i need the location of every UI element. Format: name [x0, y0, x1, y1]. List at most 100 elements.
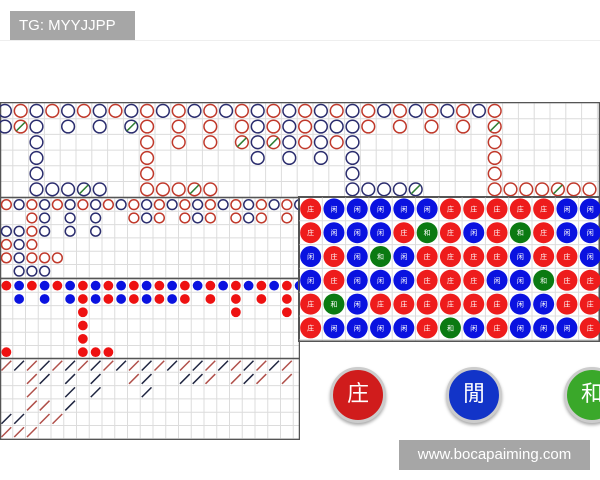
- banker-ring-mark: [298, 119, 313, 134]
- banker-slash-mark: [39, 413, 51, 425]
- bead-player: [393, 246, 415, 267]
- banker-slash-mark: [39, 400, 51, 411]
- player-ring-mark: [64, 212, 76, 224]
- player-ring-mark: [313, 135, 328, 150]
- player-ring-mark: [92, 182, 107, 197]
- bead-label: 庄: [587, 300, 594, 309]
- player-ring-mark: [29, 103, 44, 118]
- banker-ring-mark: [255, 199, 267, 211]
- bead-player: [323, 317, 345, 339]
- banker-ring-mark: [140, 135, 155, 150]
- bead-label: 庄: [540, 228, 547, 237]
- player-ring-mark: [141, 199, 153, 211]
- banker-ring-mark: [128, 212, 140, 224]
- player-ring-mark: [0, 225, 12, 237]
- banker-ring-mark: [456, 103, 471, 118]
- bead-player: [346, 293, 368, 315]
- banker-ring-mark: [45, 103, 60, 118]
- bead-label: 庄: [563, 276, 570, 285]
- bead-label: 闲: [494, 276, 501, 285]
- banker-ring-mark: [204, 212, 216, 224]
- banker-dot-mark: [154, 280, 165, 291]
- bead-label: 闲: [377, 228, 384, 237]
- tie-slash-mark: [236, 137, 247, 148]
- bead-banker: [579, 269, 600, 291]
- banker-ring-mark: [13, 103, 28, 118]
- banker-ring-mark: [234, 103, 249, 118]
- bead-tie: [370, 246, 392, 267]
- player-dot-mark: [90, 294, 101, 304]
- banker-ring-mark: [329, 135, 344, 150]
- bead-banker: [556, 269, 578, 291]
- player-ring-mark: [166, 199, 178, 211]
- bead-player: [579, 222, 600, 244]
- banker-button[interactable]: 庄: [330, 367, 386, 423]
- player-ring-mark: [217, 199, 229, 211]
- bead-player: [509, 269, 531, 291]
- player-slash-mark: [90, 373, 102, 385]
- bead-label: 闲: [377, 204, 384, 213]
- player-ring-mark: [90, 225, 102, 237]
- banker-ring-mark: [298, 103, 313, 118]
- bead-label: 闲: [400, 204, 407, 213]
- bead-label: 和: [447, 323, 454, 332]
- banker-dot-mark: [90, 347, 101, 358]
- player-slash-mark: [90, 386, 102, 398]
- bead-label: 闲: [517, 252, 524, 261]
- bead-player: [509, 293, 531, 315]
- bead-player: [509, 246, 531, 267]
- player-slash-mark: [64, 386, 76, 398]
- banker-dot-mark: [180, 280, 190, 291]
- tie-slash-mark: [489, 121, 500, 132]
- player-slash-mark: [13, 360, 25, 372]
- player-dot-mark: [141, 280, 152, 291]
- banker-ring-mark: [361, 119, 376, 134]
- banker-dot-mark: [78, 333, 88, 344]
- player-slash-mark: [39, 373, 51, 385]
- banker-dot-mark: [231, 280, 241, 291]
- player-button[interactable]: 閒: [446, 367, 502, 423]
- player-slash-mark: [13, 413, 25, 425]
- banker-ring-mark: [487, 135, 502, 150]
- player-ring-mark: [313, 103, 328, 118]
- bead-label: 闲: [587, 204, 594, 213]
- bead-label: 庄: [377, 300, 384, 309]
- bead-label: 闲: [400, 276, 407, 285]
- bead-player: [393, 317, 415, 339]
- banker-slash-mark: [230, 360, 242, 372]
- bead-player: [533, 293, 555, 315]
- banker-ring-mark: [26, 238, 38, 251]
- player-ring-mark: [0, 103, 12, 118]
- banker-ring-mark: [487, 150, 502, 166]
- bead-label: 闲: [354, 276, 361, 285]
- header-divider: [0, 40, 600, 41]
- banker-ring-mark: [187, 182, 202, 197]
- banker-ring-mark: [582, 182, 597, 197]
- banker-slash-mark: [26, 400, 38, 411]
- banker-dot-mark: [78, 294, 88, 304]
- player-ring-mark: [345, 135, 360, 150]
- banker-dot-mark: [282, 280, 292, 291]
- banker-ring-mark: [0, 252, 12, 264]
- banker-slash-mark: [128, 373, 140, 385]
- banker-slash-mark: [179, 360, 191, 372]
- bead-label: 闲: [330, 204, 337, 213]
- bead-label: 庄: [494, 228, 501, 237]
- tie-slash-mark: [268, 137, 279, 148]
- banker-dot-mark: [256, 294, 267, 304]
- banker-ring-mark: [179, 199, 191, 211]
- tie-button[interactable]: 和: [564, 367, 600, 423]
- bead-label: 庄: [470, 204, 477, 213]
- banker-ring-mark: [203, 182, 218, 197]
- bead-tie: [533, 269, 555, 291]
- player-ring-mark: [64, 199, 76, 211]
- banker-slash-mark: [0, 360, 12, 372]
- player-ring-mark: [115, 199, 127, 211]
- bead-banker: [533, 246, 555, 267]
- banker-slash-mark: [26, 373, 38, 385]
- banker-ring-mark: [26, 225, 38, 237]
- banker-ring-mark: [230, 199, 242, 211]
- bead-label: 庄: [494, 323, 501, 332]
- bead-banker: [300, 317, 322, 339]
- player-ring-mark: [345, 103, 360, 118]
